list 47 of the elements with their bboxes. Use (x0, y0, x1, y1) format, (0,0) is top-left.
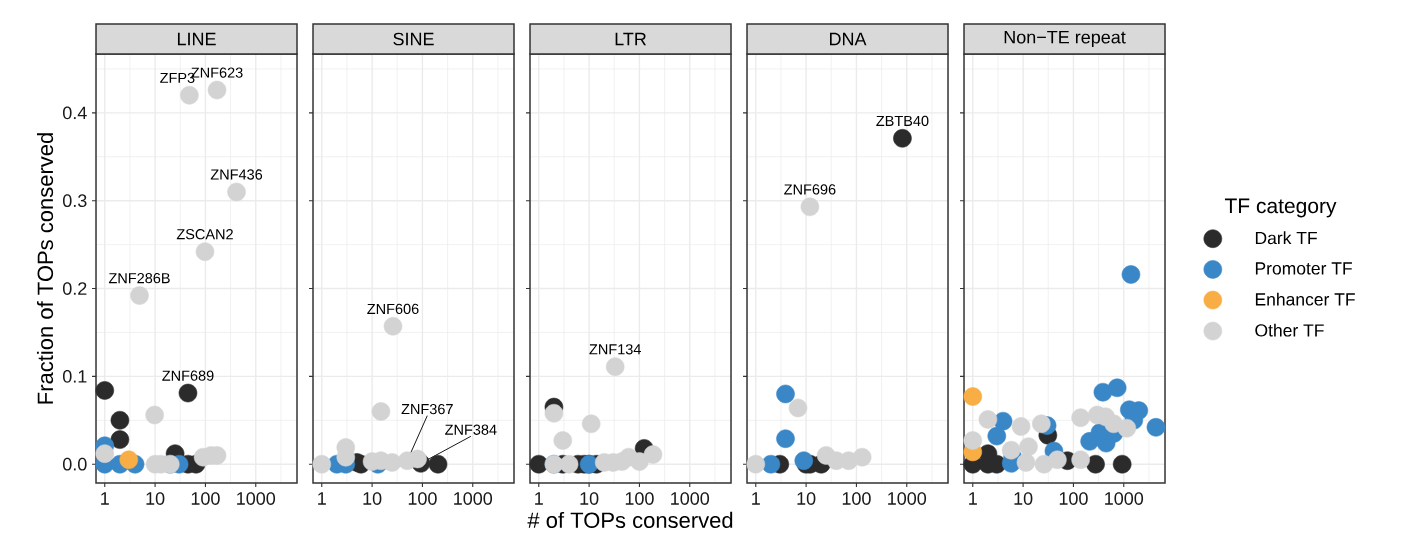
legend-label: Other TF (1255, 323, 1324, 337)
annotation: ZNF689 (162, 370, 214, 381)
legend-label: Enhancer TF (1255, 292, 1355, 306)
annotation: ZBTB40 (876, 115, 929, 127)
y-tick-label: 0.4 (62, 106, 87, 120)
x-tick-label: 100 (1059, 492, 1088, 505)
x-tick-label: 1 (535, 492, 543, 505)
chart-title: LTR (615, 32, 647, 46)
x-tick-label: 1 (752, 492, 760, 505)
x-tick-label: 10 (580, 492, 599, 505)
x-tick-label: 1000 (888, 492, 927, 505)
x-tick-label: 100 (625, 492, 654, 505)
x-tick-label: 10 (1014, 492, 1033, 505)
x-tick-label: 10 (363, 492, 382, 505)
x-tick-label: 1 (969, 492, 977, 505)
x-tick-label: 10 (146, 492, 165, 505)
annotation: ZNF367 (401, 403, 453, 415)
annotation: ZNF696 (784, 184, 836, 195)
legend-label: Dark TF (1255, 231, 1317, 245)
legend-label: Promoter TF (1255, 262, 1352, 275)
y-tick-label: 0.0 (62, 457, 87, 471)
chart-title: Non−TE repeat (1004, 30, 1126, 48)
x-tick-label: 100 (842, 492, 871, 505)
x-tick-label: 1000 (671, 492, 710, 505)
y-tick-label: 0.1 (62, 369, 87, 383)
annotation: ZNF384 (445, 424, 497, 435)
x-tick-label: 100 (191, 492, 220, 505)
x-tick-label: 1 (101, 492, 109, 505)
x-tick-label: 10 (797, 492, 816, 505)
annotation: ZNF286B (108, 273, 170, 284)
annotation: ZNF436 (210, 169, 263, 180)
x-tick-label: 1000 (454, 492, 493, 505)
annotation: ZSCAN2 (176, 229, 233, 240)
chart-title: DNA (829, 32, 867, 46)
legend-title: TF category (1224, 198, 1337, 218)
x-axis-title: # of TOPs conserved (527, 511, 733, 529)
y-tick-label: 0.3 (62, 194, 87, 208)
chart-title: LINE (177, 32, 216, 46)
x-tick-label: 1000 (237, 492, 276, 505)
x-tick-label: 100 (408, 492, 437, 505)
annotation: ZNF134 (589, 344, 641, 355)
x-tick-label: 1 (318, 492, 326, 505)
x-tick-label: 1000 (1105, 492, 1144, 505)
y-axis-title: Fraction of TOPs conserved (36, 133, 54, 404)
y-tick-label: 0.2 (62, 282, 87, 295)
annotation: ZNF606 (367, 303, 419, 315)
chart-title: SINE (393, 32, 434, 46)
